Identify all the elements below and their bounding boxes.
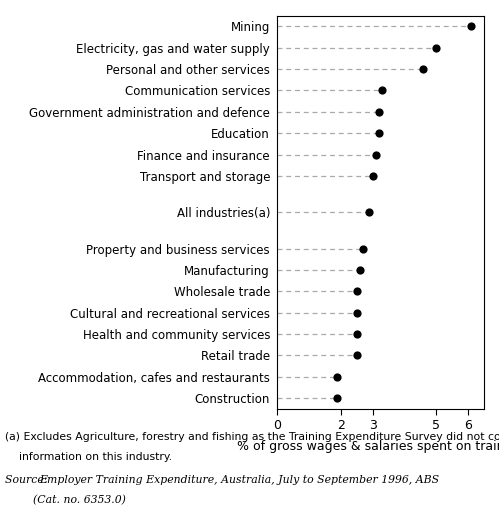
Point: [353, 287, 361, 296]
Point: [467, 22, 475, 30]
Point: [353, 309, 361, 317]
Point: [432, 43, 440, 52]
Text: Employer Training Expenditure, Australia, July to September 1996, ABS: Employer Training Expenditure, Australia…: [39, 475, 439, 485]
Point: [353, 330, 361, 338]
Point: [333, 394, 341, 402]
Point: [420, 65, 428, 73]
Point: [372, 150, 380, 159]
Point: [369, 172, 377, 180]
Point: [353, 351, 361, 359]
Text: (Cat. no. 6353.0): (Cat. no. 6353.0): [5, 495, 126, 506]
Point: [333, 373, 341, 381]
Point: [375, 129, 383, 137]
Point: [378, 86, 386, 95]
Point: [375, 107, 383, 116]
Text: information on this industry.: information on this industry.: [5, 452, 172, 462]
Point: [359, 244, 367, 253]
Text: (a) Excludes Agriculture, forestry and fishing as the Training Expenditure Surve: (a) Excludes Agriculture, forestry and f…: [5, 432, 499, 442]
Point: [356, 266, 364, 274]
Point: [365, 208, 373, 216]
X-axis label: % of gross wages & salaries spent on training: % of gross wages & salaries spent on tra…: [237, 441, 499, 453]
Text: Source:: Source:: [5, 475, 51, 485]
